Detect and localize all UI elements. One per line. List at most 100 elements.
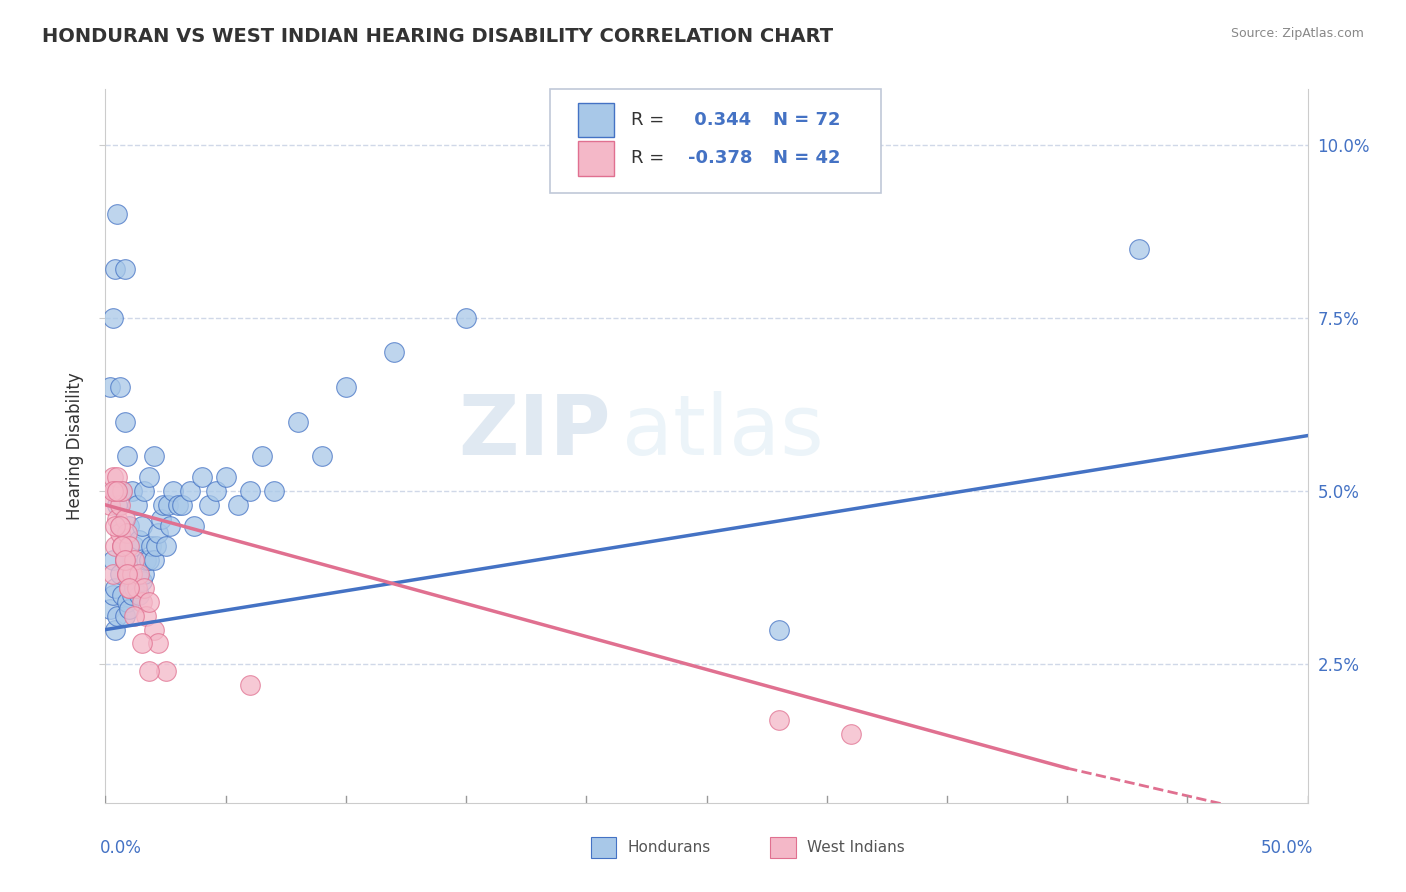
Point <box>335 380 357 394</box>
Point <box>111 540 134 554</box>
Point <box>115 567 138 582</box>
Point <box>108 518 131 533</box>
Text: R =: R = <box>631 111 664 128</box>
Point <box>114 553 136 567</box>
Text: atlas: atlas <box>623 392 824 472</box>
Point <box>128 588 150 602</box>
Point <box>98 380 121 394</box>
Point <box>155 664 177 678</box>
Point <box>125 581 148 595</box>
Point <box>138 470 160 484</box>
Point <box>114 415 136 429</box>
Point <box>115 595 138 609</box>
FancyBboxPatch shape <box>578 103 614 137</box>
FancyBboxPatch shape <box>550 89 880 193</box>
Point <box>111 483 134 498</box>
Point <box>111 588 134 602</box>
Point <box>124 540 146 554</box>
Point <box>132 567 155 582</box>
Point <box>104 581 127 595</box>
Point <box>115 525 138 540</box>
Point <box>128 533 150 547</box>
Point <box>104 518 127 533</box>
Point <box>104 483 127 498</box>
Y-axis label: Hearing Disability: Hearing Disability <box>66 372 84 520</box>
Point <box>108 380 131 394</box>
Text: 50.0%: 50.0% <box>1261 838 1313 856</box>
Point <box>125 498 148 512</box>
Point <box>114 262 136 277</box>
Point <box>101 310 124 325</box>
Point <box>131 636 153 650</box>
Point <box>108 525 131 540</box>
Point <box>131 574 153 588</box>
Point <box>142 553 165 567</box>
Point <box>107 512 129 526</box>
Point <box>138 553 160 567</box>
Point <box>125 567 148 582</box>
Text: West Indians: West Indians <box>807 840 905 855</box>
Point <box>111 483 134 498</box>
Point <box>135 608 157 623</box>
Point <box>198 498 221 512</box>
Point <box>107 483 129 498</box>
Text: Hondurans: Hondurans <box>627 840 710 855</box>
Point <box>148 636 170 650</box>
Text: R =: R = <box>631 150 664 168</box>
Point <box>138 664 160 678</box>
Point <box>768 623 790 637</box>
Point <box>107 608 129 623</box>
Text: 0.0%: 0.0% <box>100 838 142 856</box>
Point <box>98 498 121 512</box>
Point <box>382 345 405 359</box>
Point <box>145 540 167 554</box>
Point <box>118 581 141 595</box>
Point <box>250 450 273 464</box>
Point <box>159 518 181 533</box>
Point <box>114 608 136 623</box>
Point <box>149 512 172 526</box>
Text: -0.378: -0.378 <box>689 150 754 168</box>
Text: HONDURAN VS WEST INDIAN HEARING DISABILITY CORRELATION CHART: HONDURAN VS WEST INDIAN HEARING DISABILI… <box>42 27 834 45</box>
Point <box>108 518 131 533</box>
Point <box>118 540 141 554</box>
Point <box>287 415 309 429</box>
Point <box>135 553 157 567</box>
Point <box>115 450 138 464</box>
Point <box>226 498 249 512</box>
Text: N = 42: N = 42 <box>773 150 841 168</box>
Point <box>115 567 138 582</box>
Point <box>121 567 143 582</box>
Point <box>142 450 165 464</box>
Point <box>183 518 205 533</box>
Point <box>124 581 146 595</box>
Point <box>114 553 136 567</box>
Point <box>107 483 129 498</box>
Point <box>152 498 174 512</box>
Point <box>98 602 121 616</box>
Point <box>839 726 862 740</box>
Point <box>118 567 141 582</box>
Point <box>114 512 136 526</box>
Point <box>214 470 236 484</box>
Point <box>172 498 194 512</box>
Point <box>205 483 228 498</box>
Point <box>132 581 155 595</box>
Point <box>190 470 212 484</box>
Bar <box>770 837 796 858</box>
Point <box>118 518 141 533</box>
Point <box>124 608 146 623</box>
Point <box>101 588 124 602</box>
Point <box>139 540 162 554</box>
Bar <box>591 837 616 858</box>
Point <box>124 553 146 567</box>
Point <box>1128 242 1150 256</box>
Point <box>138 595 160 609</box>
Point <box>104 262 127 277</box>
Point <box>104 540 127 554</box>
Point <box>162 483 184 498</box>
Point <box>131 518 153 533</box>
Text: ZIP: ZIP <box>458 392 610 472</box>
Point <box>108 498 131 512</box>
Point <box>118 581 141 595</box>
